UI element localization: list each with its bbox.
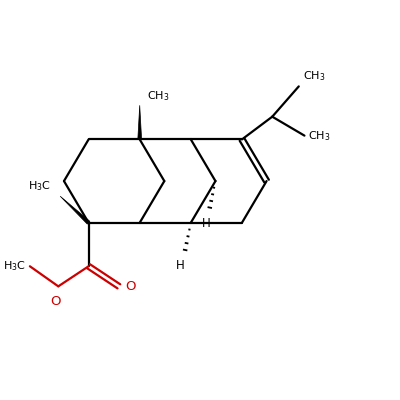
Text: CH$_3$: CH$_3$ [146, 90, 169, 104]
Text: O: O [125, 280, 136, 293]
Text: H: H [176, 260, 185, 272]
Text: H$_3$C: H$_3$C [28, 179, 51, 193]
Text: H: H [202, 217, 210, 230]
Text: CH$_3$: CH$_3$ [302, 69, 325, 83]
Text: H$_3$C: H$_3$C [3, 259, 26, 273]
Text: CH$_3$: CH$_3$ [308, 129, 331, 142]
Polygon shape [138, 105, 142, 140]
Polygon shape [60, 196, 90, 224]
Text: O: O [50, 296, 61, 308]
